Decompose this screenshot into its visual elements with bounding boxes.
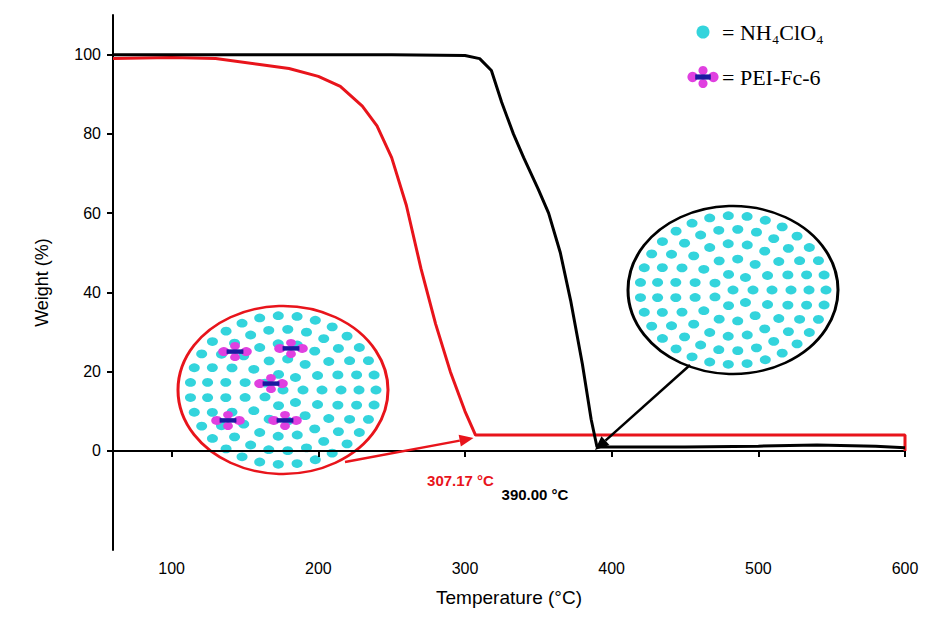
svg-text:390.00 °C: 390.00 °C: [502, 486, 569, 503]
svg-text:= PEI-Fc-6: = PEI-Fc-6: [722, 65, 821, 90]
svg-text:400: 400: [598, 560, 625, 577]
svg-text:60: 60: [83, 205, 101, 222]
svg-text:500: 500: [745, 560, 772, 577]
svg-text:100: 100: [158, 560, 185, 577]
svg-text:100: 100: [74, 46, 101, 63]
svg-text:300: 300: [452, 560, 479, 577]
svg-text:80: 80: [83, 125, 101, 142]
svg-text:0: 0: [92, 442, 101, 459]
svg-text:= NH₄ClO₄: = NH₄ClO₄: [722, 20, 824, 45]
svg-text:307.17 °C: 307.17 °C: [427, 472, 494, 489]
svg-text:600: 600: [892, 560, 919, 577]
svg-text:20: 20: [83, 363, 101, 380]
svg-text:Weight (%): Weight (%): [32, 238, 52, 327]
svg-text:200: 200: [305, 560, 332, 577]
svg-text:40: 40: [83, 284, 101, 301]
svg-text:Temperature (°C): Temperature (°C): [436, 587, 582, 608]
